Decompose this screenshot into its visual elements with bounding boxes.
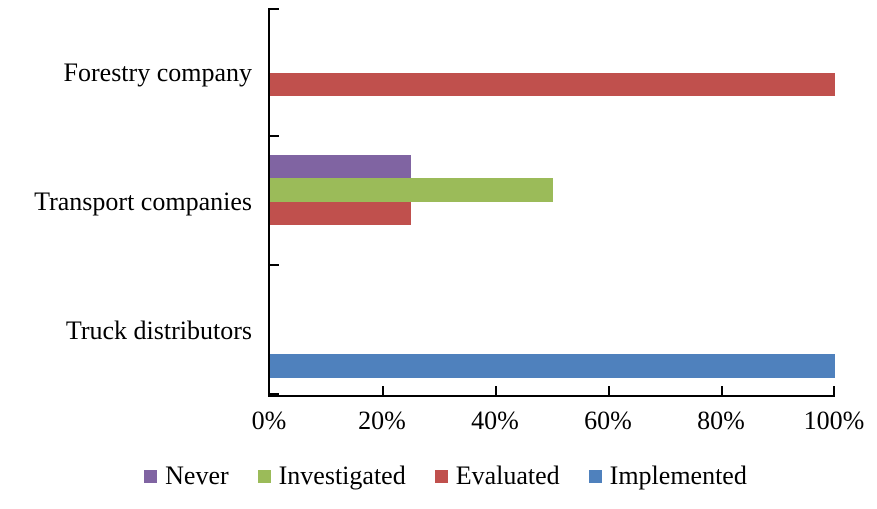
y-axis-tick bbox=[270, 8, 279, 10]
x-axis-tick bbox=[608, 386, 610, 395]
category-label-truck-distributors: Truck distributors bbox=[65, 315, 252, 345]
bar-evaluated-forestry-company bbox=[270, 72, 835, 96]
legend: Never Investigated Evaluated Implemented bbox=[0, 461, 877, 491]
plot-area bbox=[268, 8, 835, 397]
x-tick-label-100: 100% bbox=[803, 406, 865, 435]
category-label-forestry-company: Forestry company bbox=[63, 57, 252, 87]
legend-item-implemented: Implemented bbox=[588, 461, 747, 491]
x-tick-label-40: 40% bbox=[471, 406, 519, 435]
legend-label-never: Never bbox=[165, 461, 229, 490]
legend-label-implemented: Implemented bbox=[609, 461, 747, 490]
x-axis-tick bbox=[495, 386, 497, 395]
legend-item-investigated: Investigated bbox=[257, 461, 406, 491]
legend-item-evaluated: Evaluated bbox=[434, 461, 560, 491]
y-axis-tick bbox=[270, 393, 279, 395]
x-tick-label-60: 60% bbox=[584, 406, 632, 435]
y-axis-tick bbox=[270, 264, 279, 266]
legend-item-never: Never bbox=[144, 461, 229, 491]
y-axis-tick bbox=[270, 135, 279, 137]
bar-evaluated-transport-companies bbox=[270, 201, 412, 225]
x-tick-label-80: 80% bbox=[697, 406, 745, 435]
legend-label-investigated: Investigated bbox=[278, 461, 406, 490]
legend-swatch-implemented bbox=[588, 469, 602, 483]
x-axis-tick bbox=[382, 386, 384, 395]
legend-label-evaluated: Evaluated bbox=[455, 461, 560, 490]
legend-swatch-never bbox=[144, 469, 158, 483]
legend-swatch-evaluated bbox=[434, 469, 448, 483]
x-tick-label-0: 0% bbox=[251, 406, 287, 435]
category-label-transport-companies: Transport companies bbox=[34, 186, 252, 216]
x-axis-tick bbox=[721, 386, 723, 395]
bar-never-transport-companies bbox=[270, 154, 412, 178]
x-tick-label-20: 20% bbox=[358, 406, 406, 435]
bar-investigated-transport-companies bbox=[270, 178, 553, 202]
x-axis-tick bbox=[833, 386, 835, 395]
legend-swatch-investigated bbox=[257, 469, 271, 483]
bar-implemented-truck-distributors bbox=[270, 354, 835, 378]
